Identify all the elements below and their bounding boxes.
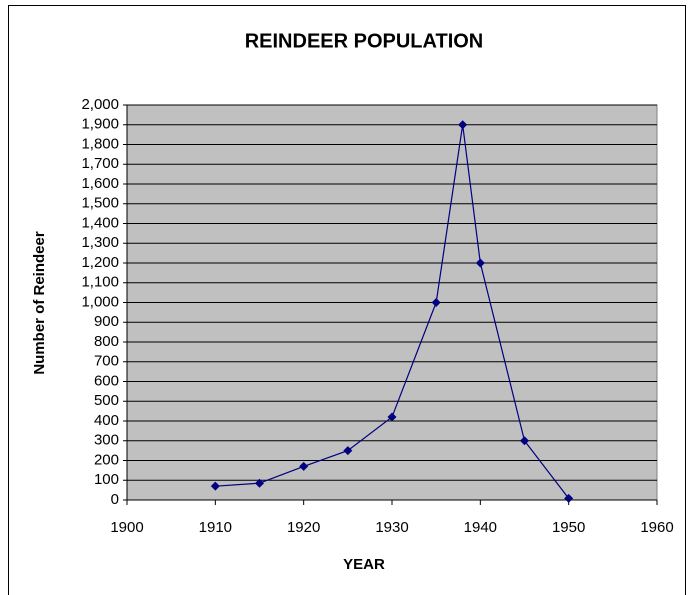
x-tick-label: 1950 bbox=[552, 519, 585, 536]
y-tick-label: 1,800 bbox=[81, 135, 119, 152]
data-point bbox=[387, 412, 397, 422]
y-tick-label: 1,700 bbox=[81, 155, 119, 172]
data-point bbox=[431, 298, 441, 307]
data-point bbox=[255, 478, 264, 488]
x-tick-label: 1940 bbox=[464, 519, 497, 536]
data-point bbox=[299, 461, 309, 471]
data-point bbox=[564, 493, 574, 503]
x-axis-label: YEAR bbox=[343, 556, 385, 573]
x-tick-label: 1920 bbox=[287, 519, 320, 536]
y-tick-label: 1,400 bbox=[81, 214, 119, 231]
y-tick-label: 1,200 bbox=[81, 254, 119, 271]
x-tick-label: 1930 bbox=[375, 519, 408, 536]
y-tick-label: 200 bbox=[94, 451, 119, 468]
y-tick-label: 900 bbox=[94, 313, 119, 330]
x-tick-label: 1910 bbox=[199, 519, 232, 536]
x-tick-label: 1960 bbox=[640, 519, 673, 536]
y-tick-label: 800 bbox=[94, 333, 119, 350]
y-tick-label: 1,900 bbox=[81, 116, 119, 133]
y-tick-label: 1,500 bbox=[81, 195, 119, 212]
y-tick-label: 300 bbox=[94, 432, 119, 449]
y-tick-label: 1,300 bbox=[81, 234, 119, 251]
x-tick-label: 1900 bbox=[110, 519, 143, 536]
y-tick-label: 1,100 bbox=[81, 274, 119, 291]
data-point bbox=[210, 481, 220, 491]
chart-title: REINDEER POPULATION bbox=[245, 30, 484, 52]
y-tick-label: 100 bbox=[94, 471, 119, 488]
y-tick-label: 500 bbox=[94, 392, 119, 409]
y-tick-label: 0 bbox=[111, 491, 119, 508]
y-axis-label: Number of Reindeer bbox=[31, 231, 48, 375]
y-tick-label: 1,600 bbox=[81, 175, 119, 192]
y-tick-label: 2,000 bbox=[81, 96, 119, 113]
data-line bbox=[215, 124, 570, 499]
y-tick-label: 400 bbox=[94, 412, 119, 429]
y-tick-label: 700 bbox=[94, 353, 119, 370]
data-point bbox=[520, 436, 529, 446]
data-point bbox=[475, 258, 485, 268]
data-point bbox=[343, 446, 353, 456]
y-tick-label: 600 bbox=[94, 372, 119, 389]
data-point bbox=[458, 120, 468, 130]
y-tick-label: 1,000 bbox=[81, 293, 119, 310]
